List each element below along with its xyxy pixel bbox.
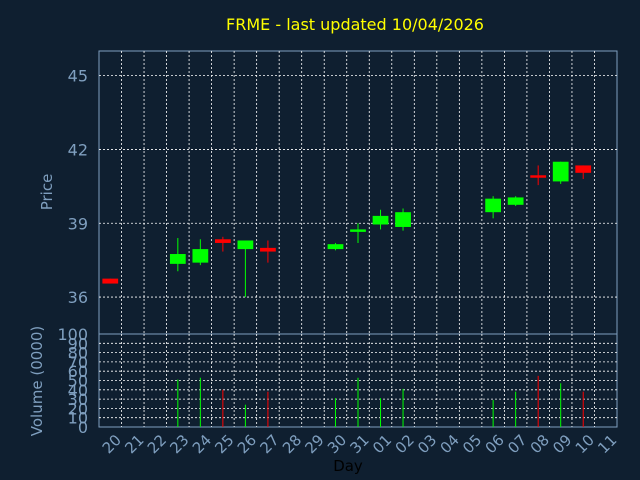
- candle: [507, 196, 524, 207]
- candle-body: [372, 215, 389, 225]
- candle-body: [237, 240, 254, 250]
- volume-y-tick-label: 30: [68, 390, 88, 409]
- candle: [327, 242, 344, 251]
- candle: [192, 239, 209, 266]
- volume-y-tick-label: 80: [68, 344, 88, 363]
- price-y-tick-label: 45: [68, 67, 88, 86]
- candle: [102, 278, 119, 284]
- price-plot-area: [98, 50, 618, 335]
- candle: [395, 208, 411, 231]
- candle: [237, 240, 254, 298]
- chart-title: FRME - last updated 10/04/2026: [226, 15, 484, 34]
- candle: [485, 196, 502, 219]
- volume-y-tick-label: 70: [68, 353, 88, 372]
- candle-body: [102, 278, 119, 284]
- volume-y-tick-label: 90: [68, 334, 88, 353]
- volume-y-tick-label: 10: [68, 409, 88, 428]
- volume-y-tick-label: 60: [68, 362, 88, 381]
- candles: [102, 161, 592, 298]
- candle-body: [327, 244, 344, 250]
- candle-body: [395, 212, 411, 227]
- candle-body: [192, 249, 209, 263]
- volume-bars: [177, 375, 584, 427]
- x-axis-label: Day: [333, 457, 363, 475]
- candle-body: [260, 247, 276, 252]
- price-y-ticks: 36 39 42 45: [68, 67, 88, 307]
- volume-y-tick-label: 0: [78, 418, 88, 437]
- candle-body: [530, 175, 547, 178]
- candle: [372, 209, 389, 230]
- candle-body: [350, 229, 366, 232]
- candle-body: [507, 197, 524, 205]
- candle: [169, 238, 186, 272]
- candle-body: [485, 198, 502, 213]
- price-y-axis-label: Price: [38, 174, 56, 211]
- candle: [530, 165, 547, 186]
- day-x-tick-label: 11: [594, 431, 620, 457]
- price-grid: [99, 51, 617, 334]
- volume-y-tick-label: 20: [68, 399, 88, 418]
- candle: [552, 161, 569, 184]
- volume-y-tick-label: 50: [68, 372, 88, 391]
- candle-body: [552, 161, 569, 182]
- volume-y-tick-label: 100: [57, 325, 88, 344]
- price-y-tick-label: 36: [68, 288, 88, 307]
- candle-body: [169, 254, 186, 264]
- price-y-tick-label: 39: [68, 214, 88, 233]
- candle: [350, 223, 366, 243]
- day-x-ticks: 2021222324252627282930310102030405060708…: [99, 431, 621, 457]
- candle-body: [214, 239, 231, 243]
- candle-body: [575, 165, 592, 173]
- volume-y-tick-label: 40: [68, 381, 88, 400]
- candle: [260, 240, 276, 263]
- price-y-tick-label: 42: [68, 140, 88, 159]
- volume-grid: [99, 334, 617, 427]
- volume-y-axis-label: Volume (0000): [28, 326, 46, 436]
- candle: [214, 236, 231, 252]
- candle: [575, 165, 592, 179]
